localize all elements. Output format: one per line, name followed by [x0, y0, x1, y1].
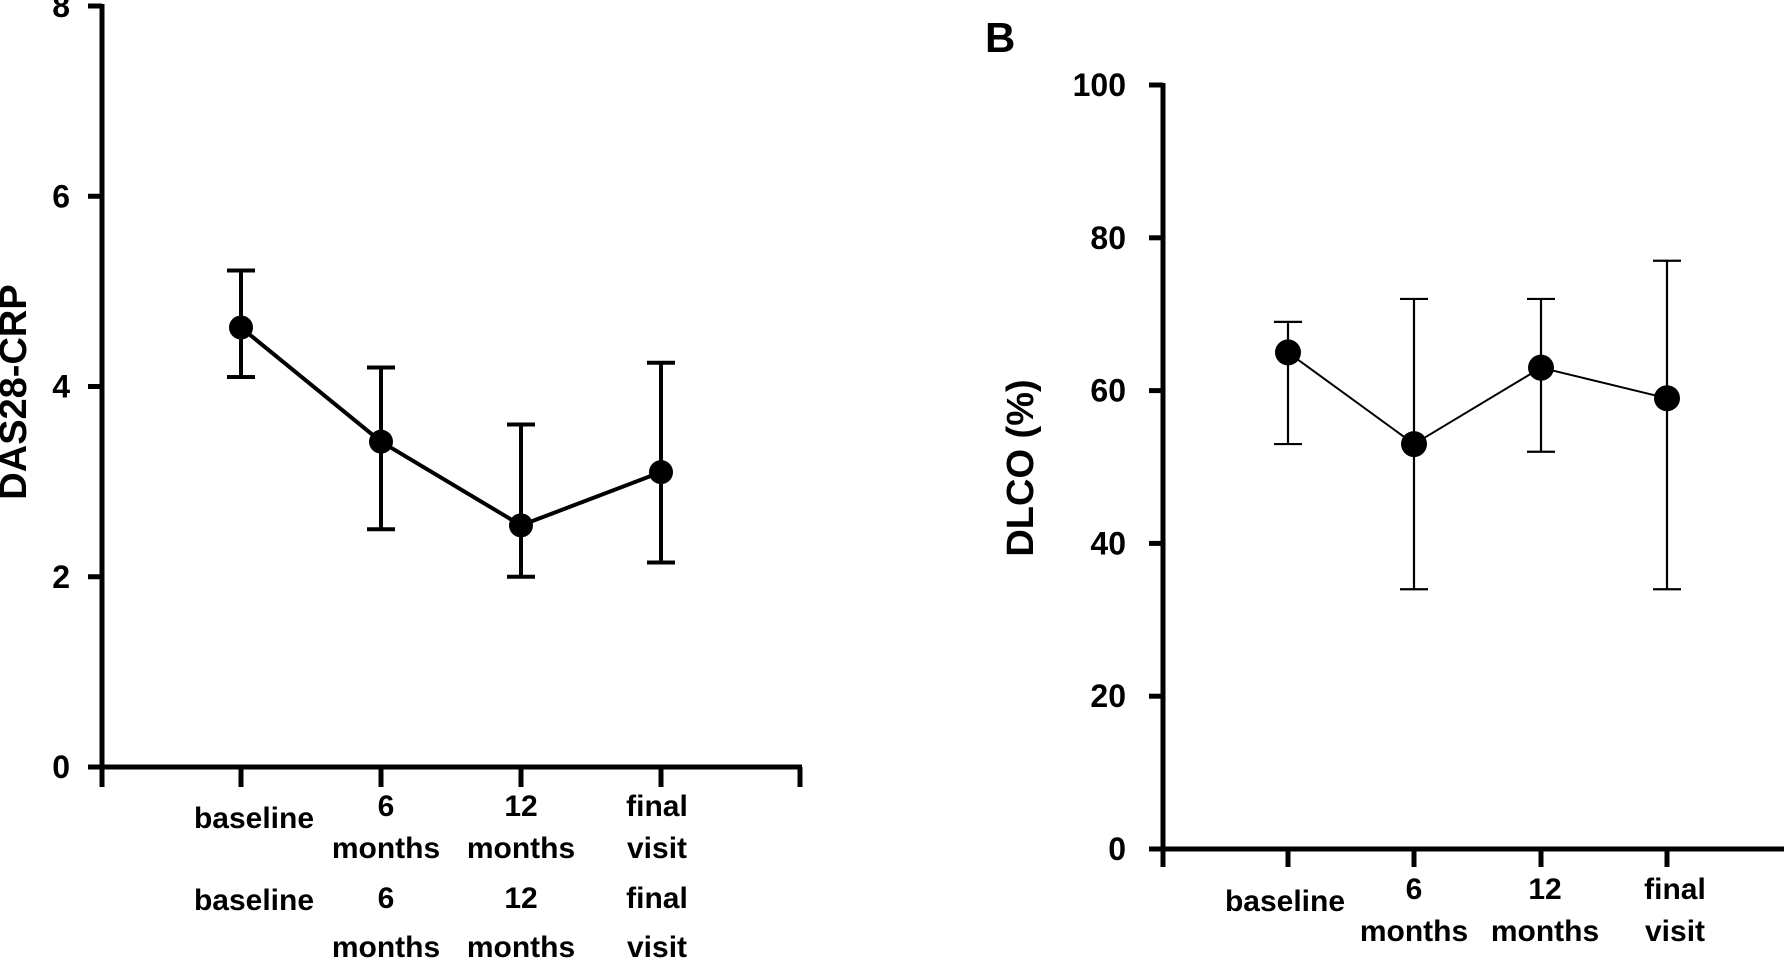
panel-a-line-segment-2 — [520, 470, 662, 528]
panel-a-x-category-label-duplicate-2: 12 months — [467, 882, 575, 964]
panel-b-dlco-chart: B 0 20 40 60 80 100 DLCO (%) baseline 6 months 1… — [985, 14, 1784, 948]
panel-a-y-tick-label-4: 8 — [52, 0, 70, 24]
panel-a-x-category-label-duplicate-3: final visit — [626, 882, 688, 964]
panel-a-y-tick-label-2: 4 — [52, 369, 70, 405]
panel-b-line-segment-2 — [1540, 366, 1668, 400]
panel-a-line-segment-0 — [239, 325, 383, 444]
panel-b-line-segment-1 — [1413, 366, 1542, 445]
panel-a-line-segment-1 — [379, 439, 523, 528]
panel-a-y-ticks: 0 2 4 6 8 — [52, 0, 102, 785]
panel-b-axes — [1160, 83, 1784, 867]
panel-a-y-tick-label-0: 0 — [52, 749, 70, 785]
panel-a-y-tick-label-3: 6 — [52, 178, 70, 214]
panel-a-y-tick-label-1: 2 — [52, 559, 70, 595]
panel-b-letter: B — [985, 14, 1015, 61]
panel-a-x-category-labels: baseline 6 months 12 months final visit — [194, 790, 688, 865]
panel-b-data-points — [1275, 339, 1680, 458]
panel-a-das28-crp-chart: 0 2 4 6 8 DAS28-CRP baseline 6 months 12 months f… — [0, 0, 803, 964]
panel-b-y-tick-label-1: 20 — [1090, 678, 1126, 714]
panel-b-data-point-1 — [1401, 431, 1427, 458]
panel-a-x-category-label-0: baseline — [194, 802, 314, 835]
panel-a-data-point-0 — [229, 315, 253, 340]
panel-a-x-category-label-duplicate-1: 6 months — [332, 882, 440, 964]
panel-a-error-bars — [227, 268, 675, 579]
panel-b-x-category-labels: baseline 6 months 12 months final visit — [1225, 873, 1706, 948]
panel-a-data-point-3 — [649, 460, 673, 485]
panel-b-y-tick-label-4: 80 — [1090, 220, 1126, 256]
panel-b-series-line — [1287, 351, 1668, 445]
panel-a-series-line — [239, 325, 662, 528]
panel-a-axes — [99, 4, 803, 787]
panel-a-x-category-label-duplicate-0: baseline — [194, 884, 314, 917]
panel-a-data-point-1 — [369, 429, 393, 454]
panel-b-y-tick-label-5: 100 — [1073, 67, 1126, 103]
panel-a-data-points — [229, 315, 673, 538]
panel-a-x-category-labels-duplicate: baseline 6 months 12 months final visit — [194, 882, 688, 964]
panel-b-line-segment-0 — [1287, 351, 1415, 445]
panel-b-data-point-2 — [1528, 354, 1554, 381]
panel-b-y-tick-label-2: 40 — [1090, 525, 1126, 561]
panel-b-x-category-label-1: 6 months — [1360, 873, 1468, 948]
panel-a-x-category-label-1: 6 months — [332, 790, 440, 865]
panel-b-x-category-label-2: 12 months — [1491, 873, 1599, 948]
panel-b-x-category-label-3: final visit — [1644, 873, 1706, 948]
panel-b-data-point-3 — [1654, 385, 1680, 412]
panel-b-error-bars — [1274, 259, 1681, 591]
panel-b-y-ticks: 0 20 40 60 80 100 — [1073, 67, 1163, 867]
panel-a-x-category-label-3: final visit — [626, 790, 688, 865]
panel-b-y-axis-title: DLCO (%) — [1000, 379, 1042, 556]
panel-a-data-point-2 — [509, 513, 533, 538]
panel-a-y-axis-title: DAS28-CRP — [0, 284, 35, 499]
panel-b-data-point-0 — [1275, 339, 1301, 366]
panel-a-x-category-label-2: 12 months — [467, 790, 575, 865]
panel-b-y-tick-label-3: 60 — [1090, 373, 1126, 409]
panel-b-y-tick-label-0: 0 — [1108, 831, 1126, 867]
panel-b-x-category-label-0: baseline — [1225, 885, 1345, 918]
